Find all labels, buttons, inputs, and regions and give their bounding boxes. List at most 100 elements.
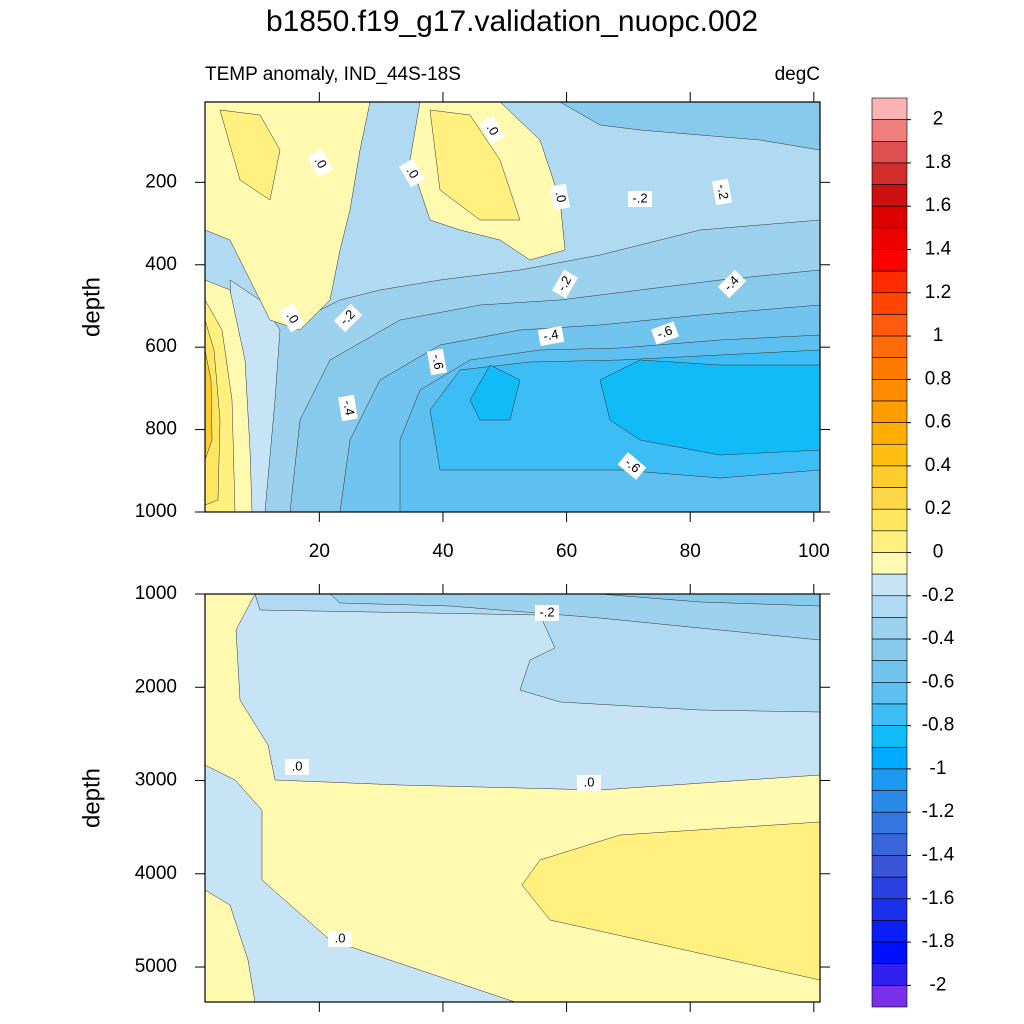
colorbar-label: -0.4 bbox=[922, 628, 955, 649]
colorbar-box bbox=[871, 400, 908, 423]
contour-region bbox=[205, 349, 213, 461]
contour-label-text: -.6 bbox=[622, 455, 643, 476]
y-tick-label: 4000 bbox=[135, 863, 177, 884]
colorbar-box bbox=[871, 422, 908, 445]
colorbar-label: 0 bbox=[933, 542, 944, 563]
contour-label: -.2 bbox=[552, 269, 578, 299]
colorbar-label: 1.8 bbox=[925, 152, 951, 173]
colorbar-box bbox=[871, 595, 908, 618]
colorbar-box bbox=[871, 314, 908, 337]
contour-label-bg bbox=[537, 326, 565, 346]
colorbar-label: -1.6 bbox=[922, 888, 955, 909]
contour-label-bg bbox=[338, 394, 358, 422]
colorbar-box bbox=[871, 465, 908, 488]
colorbar-box bbox=[871, 552, 908, 575]
contour-label: .0 bbox=[399, 158, 425, 188]
contour-region bbox=[521, 821, 820, 981]
colorbar-label: 0.2 bbox=[925, 498, 951, 519]
contour-label-bg bbox=[717, 269, 747, 299]
contour-label-bg bbox=[399, 158, 425, 188]
colorbar-box bbox=[871, 335, 908, 359]
y-tick-label: 3000 bbox=[135, 770, 177, 791]
contour-label-bg bbox=[550, 183, 570, 211]
colorbar-box bbox=[871, 97, 908, 120]
colorbar-label: -1.4 bbox=[922, 845, 955, 866]
contour-label: -.6 bbox=[617, 452, 647, 480]
colorbar-label: 0.6 bbox=[925, 412, 951, 433]
colorbar-label: -1.8 bbox=[922, 931, 955, 952]
colorbar-box bbox=[871, 292, 908, 315]
contour-label-text: -.2 bbox=[632, 190, 647, 205]
contour-region bbox=[219, 109, 521, 221]
contour-label-bg bbox=[285, 759, 309, 775]
plot-frame bbox=[204, 593, 821, 1003]
contour-label: -.4 bbox=[717, 269, 747, 299]
y-tick-label: 1000 bbox=[135, 583, 177, 604]
contour-label-text: .0 bbox=[584, 774, 595, 789]
contour-field bbox=[205, 594, 820, 1002]
colorbar-box bbox=[871, 487, 908, 510]
colorbar-box bbox=[871, 379, 908, 402]
contour-label-text: .0 bbox=[335, 930, 346, 945]
contour-label-bg bbox=[328, 931, 352, 947]
colorbar-box bbox=[871, 638, 908, 662]
colorbar-box bbox=[871, 920, 908, 943]
x-tick-label: 60 bbox=[556, 541, 577, 562]
contour-label-bg bbox=[307, 148, 333, 178]
colorbar-box bbox=[871, 184, 908, 207]
colorbar-box bbox=[871, 811, 908, 835]
contour-label-bg bbox=[577, 775, 601, 791]
contour-label-text: -.4 bbox=[542, 326, 560, 343]
colorbar-box bbox=[871, 249, 908, 272]
colorbar-box bbox=[871, 768, 908, 791]
colorbar-label: 0.8 bbox=[925, 368, 951, 389]
contour-label: .0 bbox=[479, 115, 505, 145]
colorbar-box bbox=[871, 963, 908, 986]
subtitle-left: TEMP anomaly, IND_44S-18S bbox=[205, 64, 461, 85]
colorbar-box bbox=[871, 140, 908, 164]
contour-label-text: .0 bbox=[292, 758, 303, 773]
contour-label-text: -.2 bbox=[539, 604, 554, 619]
contour-label: .0 bbox=[285, 758, 309, 775]
contour-label: -.2 bbox=[628, 190, 652, 207]
colorbar-box bbox=[871, 876, 908, 900]
x-tick-label: 20 bbox=[309, 541, 330, 562]
contour-label: -.4 bbox=[537, 326, 565, 346]
colorbar-box bbox=[871, 227, 908, 250]
y-tick-label: 5000 bbox=[135, 956, 177, 977]
contour-label-text: -.6 bbox=[655, 322, 674, 341]
contour-label: -.4 bbox=[338, 394, 358, 422]
subtitle-right: degC bbox=[775, 64, 820, 85]
colorbar-label: -1 bbox=[930, 758, 947, 779]
colorbar-label: 1 bbox=[933, 325, 944, 346]
colorbar-box bbox=[871, 508, 908, 532]
y-tick-label: 2000 bbox=[135, 676, 177, 697]
contour-label: -.2 bbox=[535, 604, 559, 621]
contour-label-bg bbox=[333, 303, 363, 333]
colorbar-label: -0.2 bbox=[922, 585, 955, 606]
contour-region bbox=[205, 889, 256, 1002]
colorbar-box bbox=[871, 162, 908, 185]
x-tick-label: 80 bbox=[680, 541, 701, 562]
colorbar-label: -0.6 bbox=[922, 671, 955, 692]
y-tick-label: 600 bbox=[145, 336, 177, 357]
colorbar-box bbox=[871, 746, 908, 770]
contour-label-bg bbox=[712, 178, 732, 206]
contour-label-text: -.2 bbox=[554, 273, 575, 294]
contour-label-bg bbox=[552, 269, 578, 299]
contour-region bbox=[205, 319, 221, 506]
contour-label: .0 bbox=[279, 303, 305, 333]
colorbar-box bbox=[871, 855, 908, 878]
y-tick-label: 1000 bbox=[135, 501, 177, 522]
y-axis-label: depth bbox=[78, 277, 105, 337]
plot-frame bbox=[204, 101, 821, 513]
contour-label: .0 bbox=[328, 930, 352, 947]
contour-label-bg bbox=[628, 191, 652, 207]
contour-label-bg bbox=[279, 303, 305, 333]
chart-title: b1850.f19_g17.validation_nuopc.002 bbox=[266, 5, 758, 38]
contour-region bbox=[599, 594, 820, 607]
contour-label: .0 bbox=[307, 148, 333, 178]
colorbar-box bbox=[871, 119, 908, 142]
x-tick-label: 100 bbox=[798, 541, 830, 562]
